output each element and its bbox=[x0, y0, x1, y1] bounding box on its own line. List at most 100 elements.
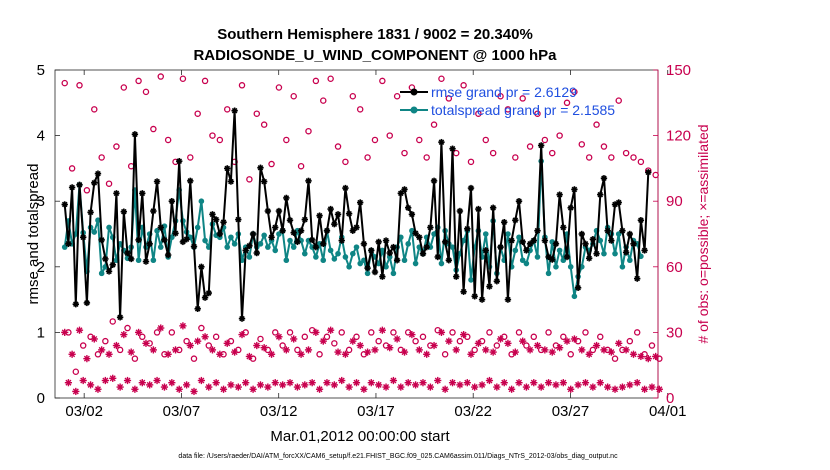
obs-possible-point bbox=[560, 333, 567, 341]
obs-assimilated-point bbox=[352, 379, 361, 387]
rmse-point bbox=[608, 237, 615, 244]
rmse-point bbox=[379, 273, 386, 280]
obs-assimilated-point bbox=[640, 385, 649, 393]
obs-possible-point bbox=[190, 355, 198, 362]
obs-assimilated-point bbox=[194, 337, 202, 345]
y-axis-right: 0 30 60 90 120 150 bbox=[653, 62, 691, 407]
totalspread-point bbox=[202, 237, 208, 244]
obs-possible-point bbox=[471, 346, 478, 354]
obs-assimilated-point bbox=[596, 379, 604, 387]
rmse-point bbox=[619, 227, 626, 234]
obs-assimilated-point bbox=[563, 337, 571, 345]
obs-assimilated-point bbox=[90, 335, 98, 343]
obs-possible-point bbox=[238, 82, 246, 89]
obs-assimilated-point bbox=[463, 379, 471, 387]
rmse-point bbox=[441, 238, 449, 246]
obs-possible-point bbox=[578, 141, 586, 148]
obs-assimilated-point bbox=[607, 348, 615, 356]
obs-assimilated-point bbox=[120, 330, 128, 339]
rmse-point bbox=[615, 199, 622, 206]
rmse-point bbox=[345, 210, 353, 217]
obs-possible-point bbox=[548, 149, 556, 157]
rmse-point bbox=[65, 240, 72, 248]
obs-assimilated-point bbox=[312, 328, 320, 336]
rmse-point bbox=[604, 227, 611, 234]
totalspread-point bbox=[627, 257, 633, 264]
legend: rmse grand pr = 2.6129 totalspread grand… bbox=[400, 84, 615, 118]
obs-assimilated-point bbox=[79, 376, 87, 385]
obs-possible-point bbox=[327, 75, 334, 82]
totalspread-point bbox=[545, 270, 552, 277]
obs-assimilated-point bbox=[360, 385, 368, 393]
rmse-point bbox=[83, 299, 91, 307]
totalspread-point bbox=[135, 257, 142, 264]
obs-possible-point bbox=[541, 136, 549, 144]
obs-assimilated-point bbox=[397, 383, 405, 391]
obs-assimilated-point bbox=[434, 376, 442, 385]
totalspread-point bbox=[257, 241, 264, 247]
obs-possible-point bbox=[312, 77, 320, 85]
obs-assimilated-point bbox=[219, 385, 228, 393]
obs-assimilated-point bbox=[382, 383, 390, 391]
obs-assimilated-point bbox=[334, 348, 342, 356]
obs-assimilated-point bbox=[456, 381, 464, 389]
obs-possible-point bbox=[515, 329, 523, 336]
obs-possible-point bbox=[582, 329, 589, 336]
obs-possible-point bbox=[249, 355, 257, 362]
footnote: data file: /Users/raeder/DAI/ATM_forcXX/… bbox=[178, 453, 618, 460]
legend-rmse-label: rmse grand pr = 2.6129 bbox=[431, 84, 577, 100]
rmse-point bbox=[356, 199, 364, 206]
obs-possible-point bbox=[608, 154, 615, 161]
obs-possible-point bbox=[109, 318, 116, 325]
obs-possible-point bbox=[430, 121, 438, 128]
obs-possible-point bbox=[467, 158, 475, 166]
rmse-point bbox=[198, 263, 205, 270]
totalspread-point bbox=[346, 264, 352, 270]
totalspread-point bbox=[364, 270, 371, 277]
rmse-point bbox=[275, 207, 283, 215]
obs-assimilated-point bbox=[338, 376, 346, 385]
totalspread-point bbox=[261, 232, 267, 239]
rmse-point bbox=[585, 255, 593, 262]
obs-assimilated-point bbox=[286, 379, 294, 387]
obs-assimilated-point bbox=[489, 348, 497, 356]
totalspread-point bbox=[505, 231, 511, 237]
rmse-point bbox=[139, 190, 146, 197]
totalspread-point bbox=[386, 254, 393, 260]
totalspread-point bbox=[571, 293, 578, 300]
obs-possible-point bbox=[157, 73, 165, 80]
y-axis-left-label: rmse and totalspread bbox=[25, 164, 42, 305]
obs-possible-point bbox=[235, 346, 242, 354]
obs-assimilated-point bbox=[511, 348, 519, 356]
obs-assimilated-point bbox=[633, 379, 641, 387]
rmse-point bbox=[637, 217, 645, 224]
rmse-point bbox=[430, 177, 438, 185]
obs-possible-point bbox=[305, 127, 312, 135]
rmse-point bbox=[353, 224, 360, 231]
rmse-point bbox=[405, 204, 412, 211]
obs-possible-point bbox=[585, 154, 593, 161]
obs-possible-point bbox=[375, 337, 382, 345]
obs-possible-point bbox=[142, 88, 150, 96]
totalspread-point bbox=[516, 234, 522, 241]
obs-possible-point bbox=[390, 329, 397, 336]
rmse-point bbox=[408, 211, 416, 218]
obs-possible-point bbox=[297, 162, 305, 170]
rmse-point bbox=[537, 142, 545, 149]
rmse-point bbox=[157, 224, 164, 231]
rmse-point bbox=[489, 204, 497, 211]
rmse-point bbox=[600, 175, 608, 182]
obs-possible-point bbox=[183, 337, 190, 345]
obs-possible-point bbox=[419, 333, 427, 341]
obs-assimilated-point bbox=[611, 385, 619, 393]
rmse-point bbox=[183, 236, 190, 243]
obs-assimilated-point bbox=[168, 379, 176, 387]
totalspread-point bbox=[320, 257, 327, 264]
rmse-point bbox=[308, 236, 316, 244]
obs-assimilated-point bbox=[559, 379, 567, 387]
obs-possible-point bbox=[556, 132, 563, 139]
rmse-point bbox=[549, 256, 556, 263]
obs-assimilated-point bbox=[386, 344, 394, 352]
obs-assimilated-point bbox=[234, 383, 242, 391]
obs-possible-point bbox=[323, 333, 331, 341]
